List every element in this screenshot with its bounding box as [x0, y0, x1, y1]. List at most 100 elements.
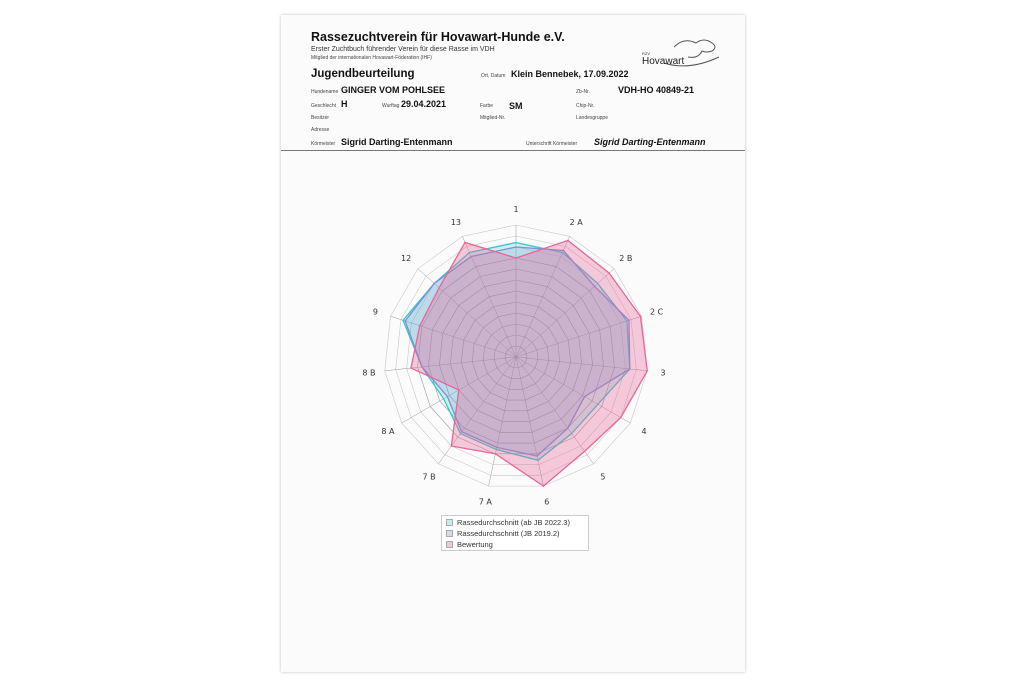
data-point: [542, 485, 545, 487]
grid-spoke: [515, 356, 631, 424]
grid-spoke: [390, 315, 517, 358]
data-point: [495, 446, 498, 449]
document-page: Rassezuchtverein für Hovawart-Hunde e.V.…: [281, 15, 745, 672]
data-point: [593, 285, 596, 288]
legend-item: Rassedurchschnitt (ab JB 2022.3): [442, 517, 588, 527]
data-point: [628, 319, 630, 322]
data-point: [433, 282, 436, 285]
wurftag-value: 29.04.2021: [401, 99, 447, 109]
series-1-area: [402, 241, 631, 462]
wurftag-label: Wurftag: [382, 103, 400, 109]
zb-value: VDH-HO 40849-21: [618, 85, 695, 95]
axis-label: 2 C: [650, 307, 664, 316]
axis-label: 4: [641, 427, 646, 436]
koermeister-label: Körmeister: [311, 141, 336, 147]
legend-item: Rassedurchschnitt (JB 2019.2): [442, 528, 588, 538]
header-divider: [281, 150, 745, 151]
grid-spoke: [515, 356, 648, 372]
data-point: [597, 403, 599, 406]
data-point: [470, 255, 473, 258]
grid-ring: [471, 312, 561, 401]
axis-label: 2 B: [619, 254, 632, 263]
data-point: [583, 450, 586, 453]
koermeister-value: Sigrid Darting-Entenmann: [341, 137, 453, 147]
besitzer-label: Besitzer: [311, 115, 330, 121]
axis-label: 7 A: [479, 498, 493, 507]
grid-spoke: [515, 315, 642, 358]
geschlecht-value: H: [341, 99, 348, 109]
data-point: [628, 368, 631, 370]
data-point: [438, 287, 440, 289]
zb-label: Zb-Nr.: [576, 89, 590, 95]
axis-label: 13: [451, 218, 461, 227]
data-point: [468, 251, 471, 254]
grid-ring: [450, 290, 582, 422]
data-point: [619, 416, 622, 419]
axis-label: 3: [660, 368, 665, 377]
data-point: [566, 427, 569, 429]
axis-label: 12: [401, 254, 411, 263]
landesgruppe-label: Landesgruppe: [576, 115, 608, 121]
ort-label: Ort, Datum: [481, 73, 506, 79]
grid-ring: [428, 268, 604, 444]
data-point: [567, 239, 569, 242]
data-point: [639, 315, 642, 318]
chip-label: Chip-Nr.: [576, 103, 595, 109]
grid-ring: [439, 279, 593, 433]
axis-label: 2 A: [570, 218, 584, 227]
data-point: [464, 241, 466, 244]
mitglied-label: Mitglied-Nr.: [480, 115, 506, 121]
grid-ring: [417, 257, 615, 455]
data-point: [562, 249, 565, 252]
organization-subtitle: Erster Zuchtbuch führender Verein für di…: [311, 46, 495, 53]
data-point: [402, 319, 404, 322]
series-3-area: [410, 239, 648, 487]
dog-head-icon: [663, 39, 720, 67]
hundename-label: Hundename: [311, 89, 339, 95]
data-point: [537, 459, 539, 462]
data-point: [458, 389, 460, 391]
data-point: [626, 320, 628, 322]
axis-label: 1: [513, 205, 518, 214]
unterschrift-value: Sigrid Darting-Entenmann: [594, 137, 706, 147]
geschlecht-label: Geschlecht: [311, 103, 337, 109]
data-point: [570, 432, 573, 435]
farbe-label: Farbe: [480, 103, 494, 109]
legend-item: Bewertung: [442, 539, 588, 549]
grid-ring: [482, 323, 550, 390]
data-point: [421, 366, 423, 368]
hundename-value: GINGER VOM POHLSEE: [341, 85, 446, 95]
axis-label: 9: [373, 307, 378, 316]
data-point: [460, 430, 463, 433]
data-point: [515, 241, 517, 244]
data-point: [442, 398, 445, 400]
farbe-value: SM: [509, 101, 523, 111]
axis-label: 5: [600, 473, 605, 482]
data-point: [418, 324, 421, 327]
adresse-label: Adresse: [311, 127, 330, 133]
data-point: [646, 369, 649, 372]
data-point: [536, 455, 538, 457]
data-point: [583, 395, 586, 398]
grid-ring: [395, 235, 637, 476]
organization-name: Rassezuchtverein für Hovawart-Hunde e.V.: [311, 30, 565, 44]
data-point: [446, 395, 449, 398]
data-point: [561, 251, 564, 254]
grid-ring: [460, 301, 572, 412]
legend-swatch: [446, 518, 453, 526]
ort-value: Klein Bennebek, 17.09.2022: [511, 69, 629, 79]
grid-ring: [384, 224, 648, 487]
data-point: [410, 367, 412, 369]
grid-ring: [504, 345, 528, 369]
grid-spoke: [488, 356, 517, 487]
data-point: [494, 453, 497, 455]
grid-spoke: [515, 236, 570, 358]
data-point: [596, 282, 599, 285]
axis-label: 8 A: [381, 427, 395, 436]
unterschrift-label: Unterschrift Körmeister: [526, 141, 578, 147]
document-title: Jugendbeurteilung: [311, 68, 415, 80]
data-point: [515, 246, 517, 248]
hovawart-logo: RZV Hovawart: [634, 33, 724, 73]
organization-membership: Mitglied der internationalen Hovawart-Fö…: [311, 55, 432, 61]
